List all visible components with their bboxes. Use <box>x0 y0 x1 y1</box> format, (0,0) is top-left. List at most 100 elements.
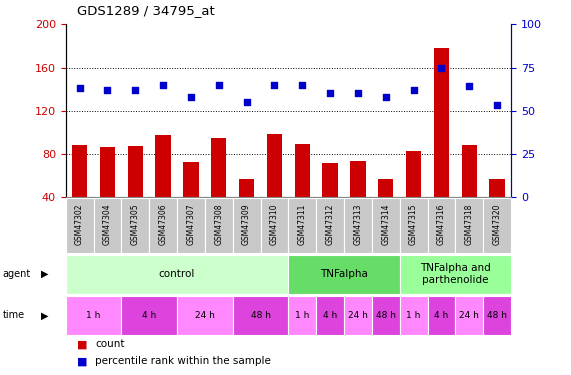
Text: 1 h: 1 h <box>295 311 309 320</box>
Text: GSM47312: GSM47312 <box>325 204 335 245</box>
Bar <box>66 198 94 253</box>
Text: GDS1289 / 34795_at: GDS1289 / 34795_at <box>77 4 215 17</box>
Text: 48 h: 48 h <box>251 311 271 320</box>
Bar <box>406 150 421 197</box>
Bar <box>122 296 177 335</box>
Bar <box>149 198 177 253</box>
Text: ■: ■ <box>77 356 87 366</box>
Bar <box>456 296 483 335</box>
Point <box>409 87 418 93</box>
Text: agent: agent <box>3 269 31 279</box>
Bar <box>260 198 288 253</box>
Bar <box>372 296 400 335</box>
Text: GSM47309: GSM47309 <box>242 204 251 245</box>
Text: GSM47304: GSM47304 <box>103 204 112 245</box>
Bar <box>456 198 483 253</box>
Text: 4 h: 4 h <box>323 311 337 320</box>
Bar <box>350 161 365 197</box>
Text: TNFalpha and
parthenolide: TNFalpha and parthenolide <box>420 263 490 285</box>
Text: 48 h: 48 h <box>376 311 396 320</box>
Text: 4 h: 4 h <box>142 311 156 320</box>
Bar <box>489 178 505 197</box>
Bar <box>205 198 233 253</box>
Bar <box>239 178 254 197</box>
Bar <box>400 296 428 335</box>
Point <box>297 82 307 88</box>
Bar <box>316 198 344 253</box>
Bar <box>267 134 282 197</box>
Bar <box>177 296 233 335</box>
Bar <box>127 146 143 197</box>
Text: percentile rank within the sample: percentile rank within the sample <box>95 356 271 366</box>
Bar <box>434 48 449 197</box>
Point <box>214 82 223 88</box>
Bar <box>483 198 511 253</box>
Bar <box>400 255 511 294</box>
Text: GSM47315: GSM47315 <box>409 204 418 245</box>
Bar <box>183 162 199 197</box>
Point <box>159 82 168 88</box>
Bar <box>378 178 393 197</box>
Text: GSM47314: GSM47314 <box>381 204 391 245</box>
Text: GSM47306: GSM47306 <box>159 204 168 245</box>
Text: ■: ■ <box>77 339 87 350</box>
Bar <box>177 198 205 253</box>
Text: GSM47316: GSM47316 <box>437 204 446 245</box>
Bar <box>344 198 372 253</box>
Text: GSM47320: GSM47320 <box>493 204 502 245</box>
Text: GSM47308: GSM47308 <box>214 204 223 245</box>
Bar <box>66 255 288 294</box>
Bar <box>316 296 344 335</box>
Bar <box>483 296 511 335</box>
Bar <box>66 296 122 335</box>
Text: GSM47310: GSM47310 <box>270 204 279 245</box>
Point <box>493 102 502 108</box>
Point <box>353 90 363 96</box>
Bar <box>295 144 310 197</box>
Bar <box>72 145 87 197</box>
Bar <box>400 198 428 253</box>
Text: GSM47307: GSM47307 <box>186 204 195 245</box>
Point <box>103 87 112 93</box>
Bar <box>372 198 400 253</box>
Text: GSM47305: GSM47305 <box>131 204 140 245</box>
Text: 1 h: 1 h <box>86 311 100 320</box>
Point <box>186 94 195 100</box>
Text: GSM47313: GSM47313 <box>353 204 363 245</box>
Text: TNFalpha: TNFalpha <box>320 269 368 279</box>
Bar <box>233 296 288 335</box>
Text: GSM47318: GSM47318 <box>465 204 474 245</box>
Bar <box>288 296 316 335</box>
Bar <box>461 145 477 197</box>
Point <box>270 82 279 88</box>
Bar <box>344 296 372 335</box>
Bar <box>122 198 149 253</box>
Bar <box>155 135 171 197</box>
Text: 24 h: 24 h <box>459 311 479 320</box>
Text: time: time <box>3 310 25 320</box>
Text: 48 h: 48 h <box>487 311 507 320</box>
Text: 24 h: 24 h <box>195 311 215 320</box>
Point <box>465 84 474 90</box>
Bar <box>323 164 338 197</box>
Text: control: control <box>159 269 195 279</box>
Text: ▶: ▶ <box>41 269 49 279</box>
Point <box>381 94 391 100</box>
Text: 1 h: 1 h <box>407 311 421 320</box>
Text: GSM47311: GSM47311 <box>297 204 307 245</box>
Bar <box>288 255 400 294</box>
Text: 4 h: 4 h <box>435 311 449 320</box>
Point <box>131 87 140 93</box>
Bar <box>428 296 456 335</box>
Bar <box>211 138 227 197</box>
Bar <box>94 198 122 253</box>
Point <box>325 90 335 96</box>
Text: count: count <box>95 339 125 350</box>
Text: 24 h: 24 h <box>348 311 368 320</box>
Bar <box>233 198 260 253</box>
Bar <box>100 147 115 197</box>
Bar <box>428 198 456 253</box>
Text: GSM47302: GSM47302 <box>75 204 84 245</box>
Point <box>242 99 251 105</box>
Text: ▶: ▶ <box>41 310 49 320</box>
